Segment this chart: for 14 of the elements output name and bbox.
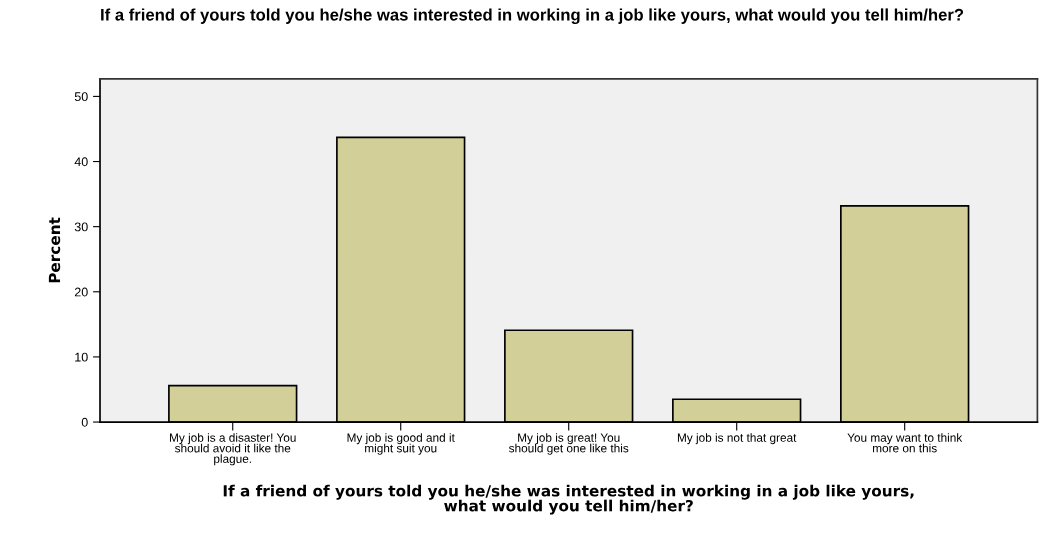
x-tick-label: My job is great! You should get one like this [508,433,629,455]
x-tick-label: My job is not that great [677,433,797,445]
x-axis-title: If a friend of yours told you he/she was interested in working in a job like yours, what would you tell him/her? [223,484,914,515]
x-tick-label: My job is a disaster! You should avoid it like the plague. [170,433,296,466]
y-tick-label: 0 [81,417,88,427]
y-tick-label: 20 [74,287,88,297]
chart-title: If a friend of yours told you he/she was interested in working in a job like yours, what would you tell him/her? [101,8,964,24]
y-tick-label: 10 [75,352,88,362]
y-tick-label: 50 [74,92,88,102]
x-tick-label: My job is good and it might suit you [347,433,455,455]
y-tick-label: 30 [74,222,88,232]
y-axis-title: Percent [48,217,61,283]
y-tick-label: 40 [74,157,88,167]
x-tick-label: You may want to think more on this [847,433,963,453]
